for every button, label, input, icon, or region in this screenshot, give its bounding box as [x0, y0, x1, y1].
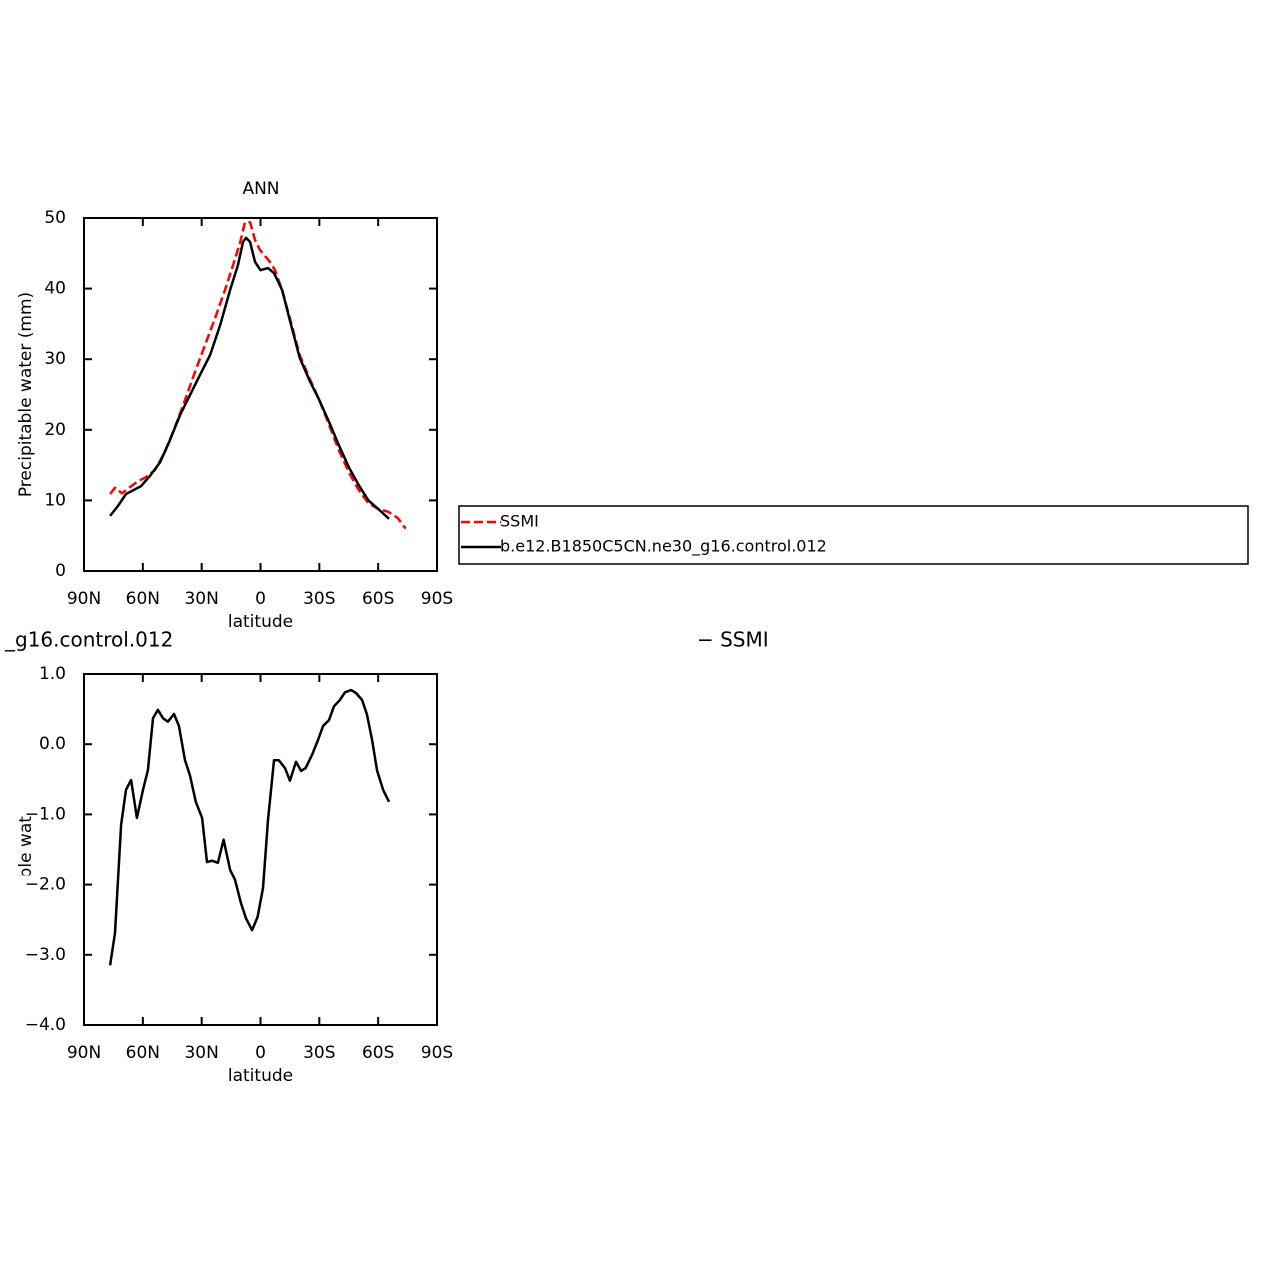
- y-tick-label: −3.0: [25, 945, 66, 965]
- x-tick-label: 60N: [126, 1043, 160, 1063]
- legend-label: SSMI: [500, 512, 539, 531]
- x-tick-label: 30S: [303, 589, 335, 609]
- chart-subtitle: − SSMI: [697, 628, 769, 652]
- x-axis-label: latitude: [228, 1066, 293, 1086]
- x-tick-label: 90N: [67, 589, 101, 609]
- y-tick-label: 0.0: [39, 734, 66, 754]
- x-tick-label: 30S: [303, 1043, 335, 1063]
- x-tick-label: 90N: [67, 1043, 101, 1063]
- legend-box: [458, 505, 1249, 565]
- plot-frame: [83, 673, 438, 1026]
- y-tick-label: 1.0: [39, 664, 66, 684]
- y-tick-label: 10: [44, 490, 66, 510]
- y-tick-label: −2.0: [25, 875, 66, 895]
- legend-label: b.e12.B1850C5CN.ne30_g16.control.012: [500, 537, 827, 557]
- x-tick-label: 60S: [362, 1043, 394, 1063]
- x-tick-label: 30N: [184, 589, 218, 609]
- x-tick-label: 90S: [421, 589, 453, 609]
- y-tick-label: 0: [55, 561, 66, 581]
- x-tick-label: 90S: [421, 1043, 453, 1063]
- y-axis-label: Precipitable water (mm): [16, 747, 36, 952]
- x-tick-label: 60S: [362, 589, 394, 609]
- chart-title: ANN: [242, 179, 279, 199]
- y-tick-label: 40: [44, 279, 66, 299]
- y-tick-label: −4.0: [25, 1015, 66, 1035]
- x-tick-label: 0: [255, 1043, 266, 1063]
- series-line: [108, 688, 391, 966]
- y-axis-label: Precipitable water (mm): [16, 292, 36, 497]
- x-tick-label: 30N: [184, 1043, 218, 1063]
- y-tick-label: 30: [44, 349, 66, 369]
- x-axis-label: latitude: [228, 612, 293, 632]
- chart-title: _g16.control.012: [4, 628, 173, 652]
- x-tick-label: 60N: [126, 589, 160, 609]
- y-tick-label: 50: [44, 208, 66, 228]
- y-tick-label: −1.0: [25, 804, 66, 824]
- x-tick-label: 0: [255, 589, 266, 609]
- series-line: [109, 236, 390, 520]
- y-tick-label: 20: [44, 420, 66, 440]
